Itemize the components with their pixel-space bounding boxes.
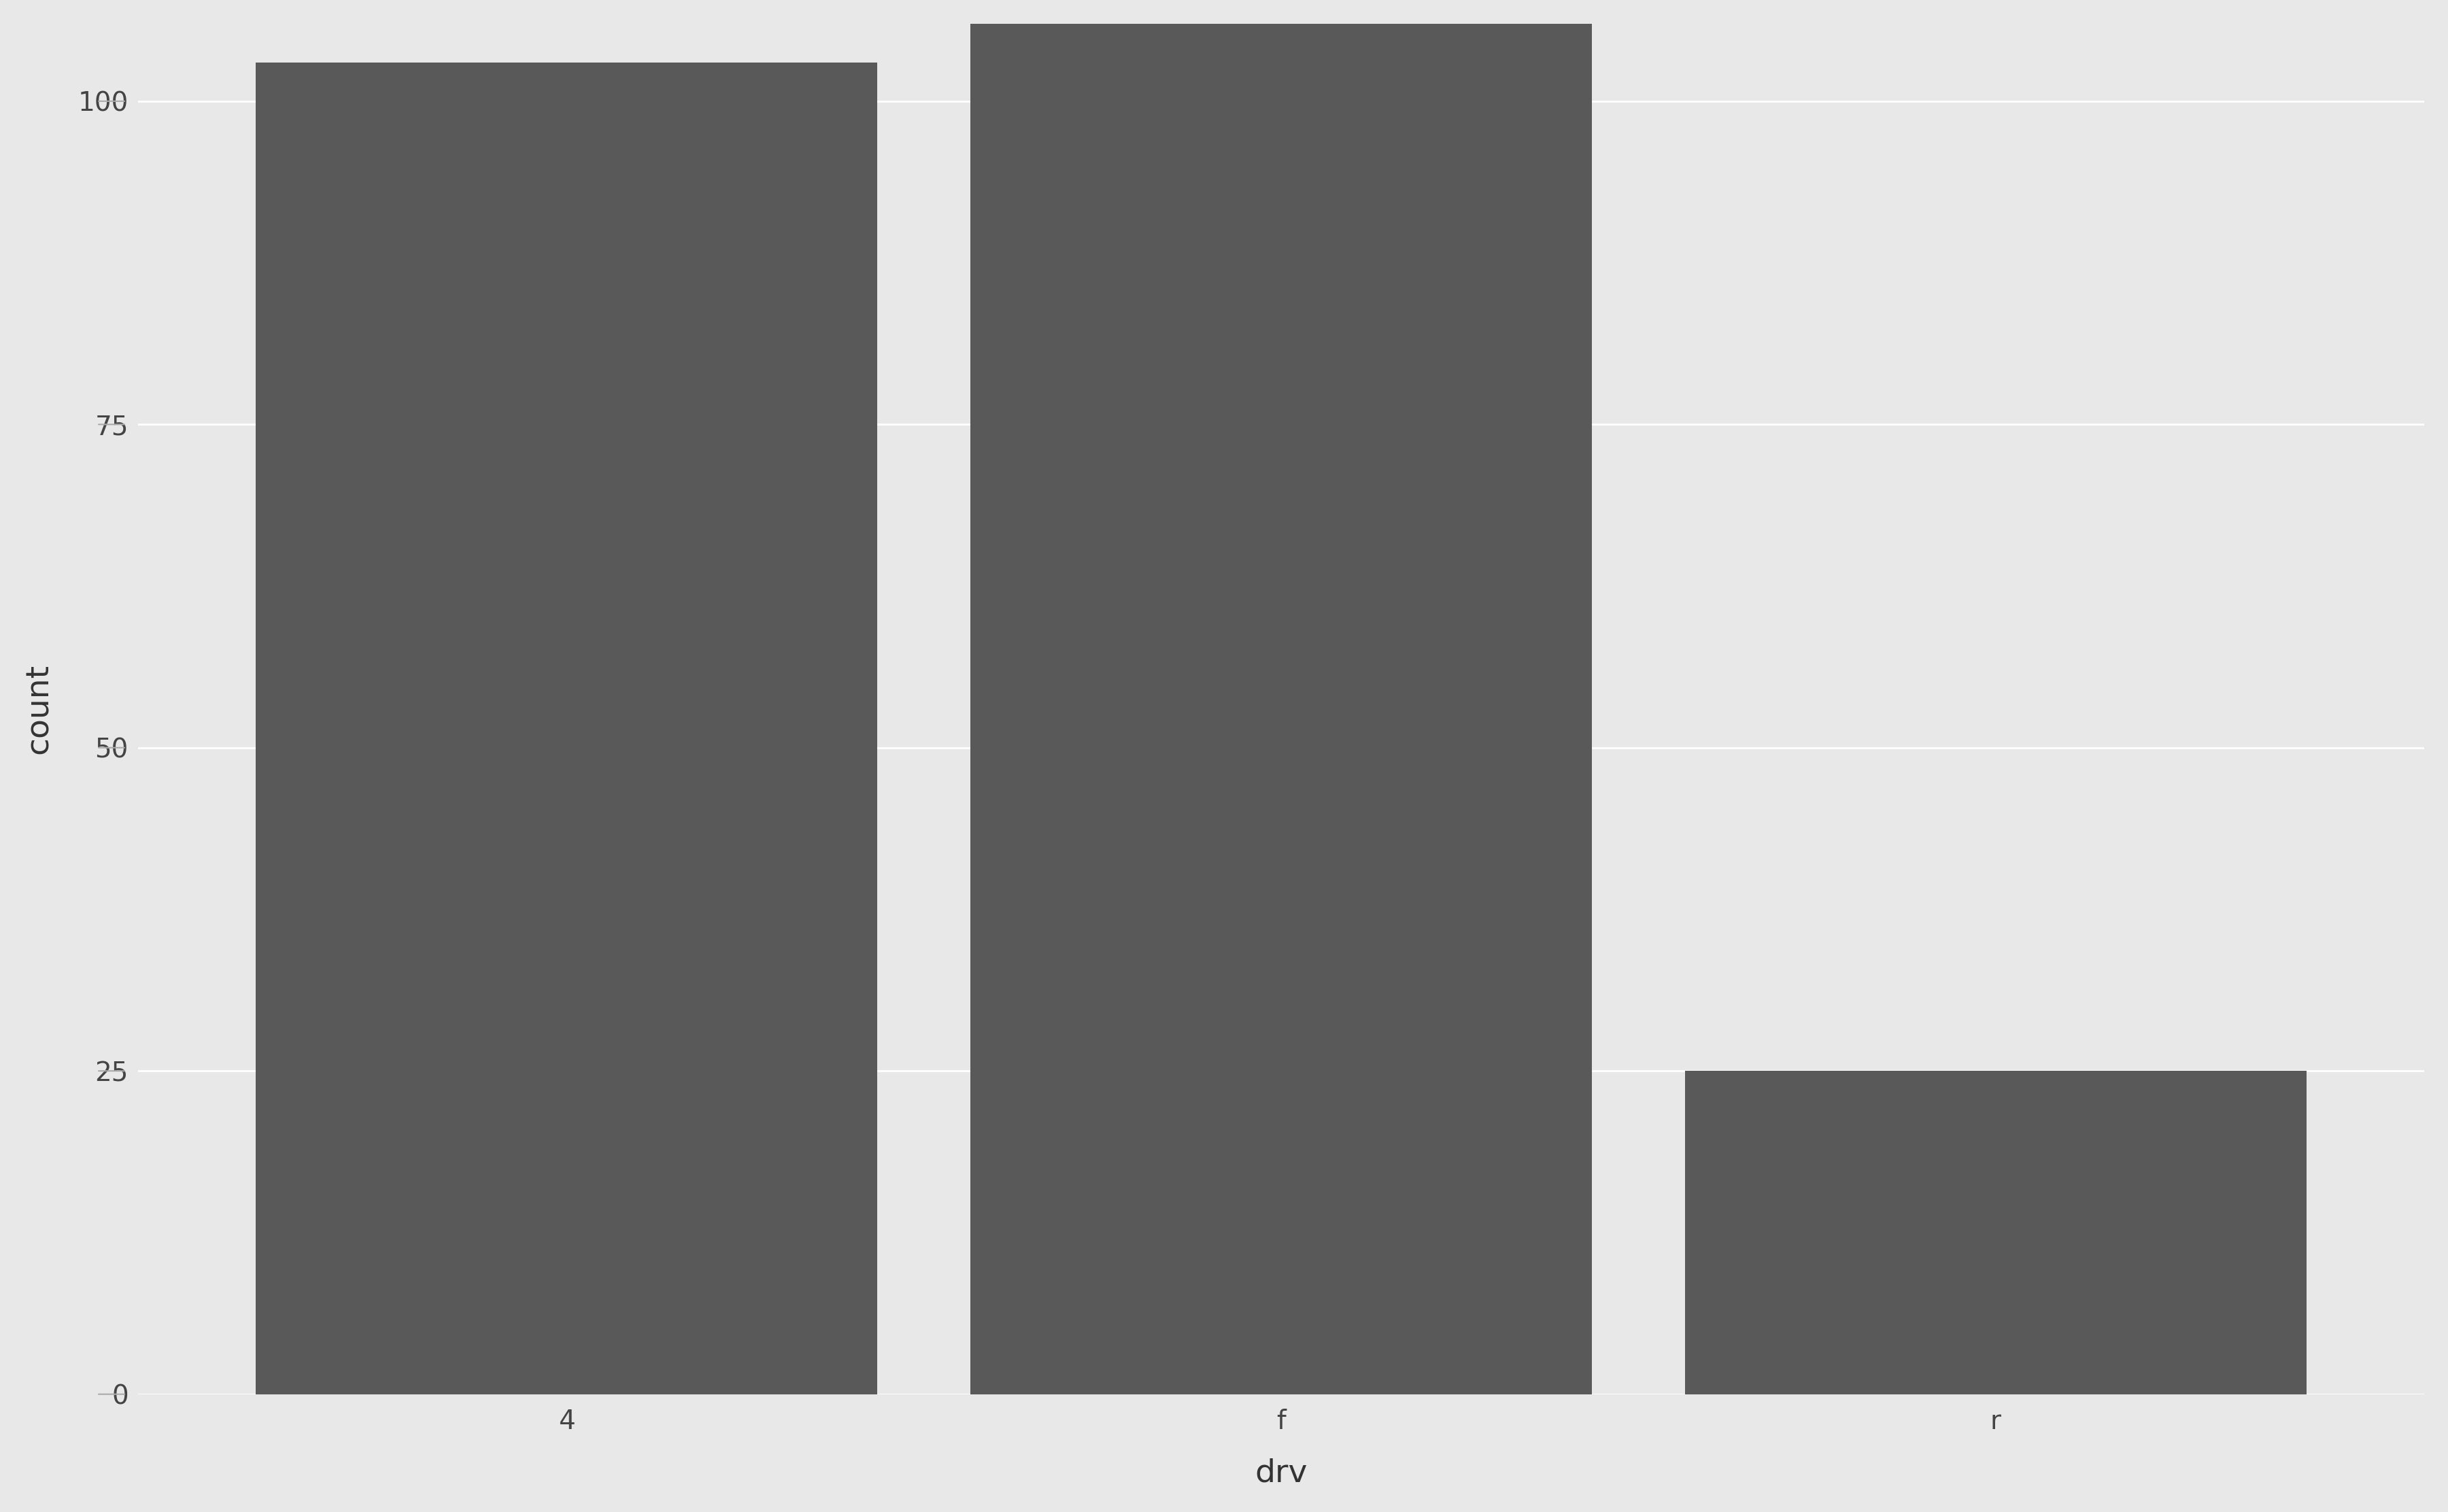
Y-axis label: count: count — [24, 664, 54, 754]
Bar — [255, 62, 876, 1394]
Bar — [1684, 1070, 2306, 1394]
X-axis label: drv: drv — [1256, 1458, 1307, 1488]
Bar — [969, 24, 1591, 1394]
